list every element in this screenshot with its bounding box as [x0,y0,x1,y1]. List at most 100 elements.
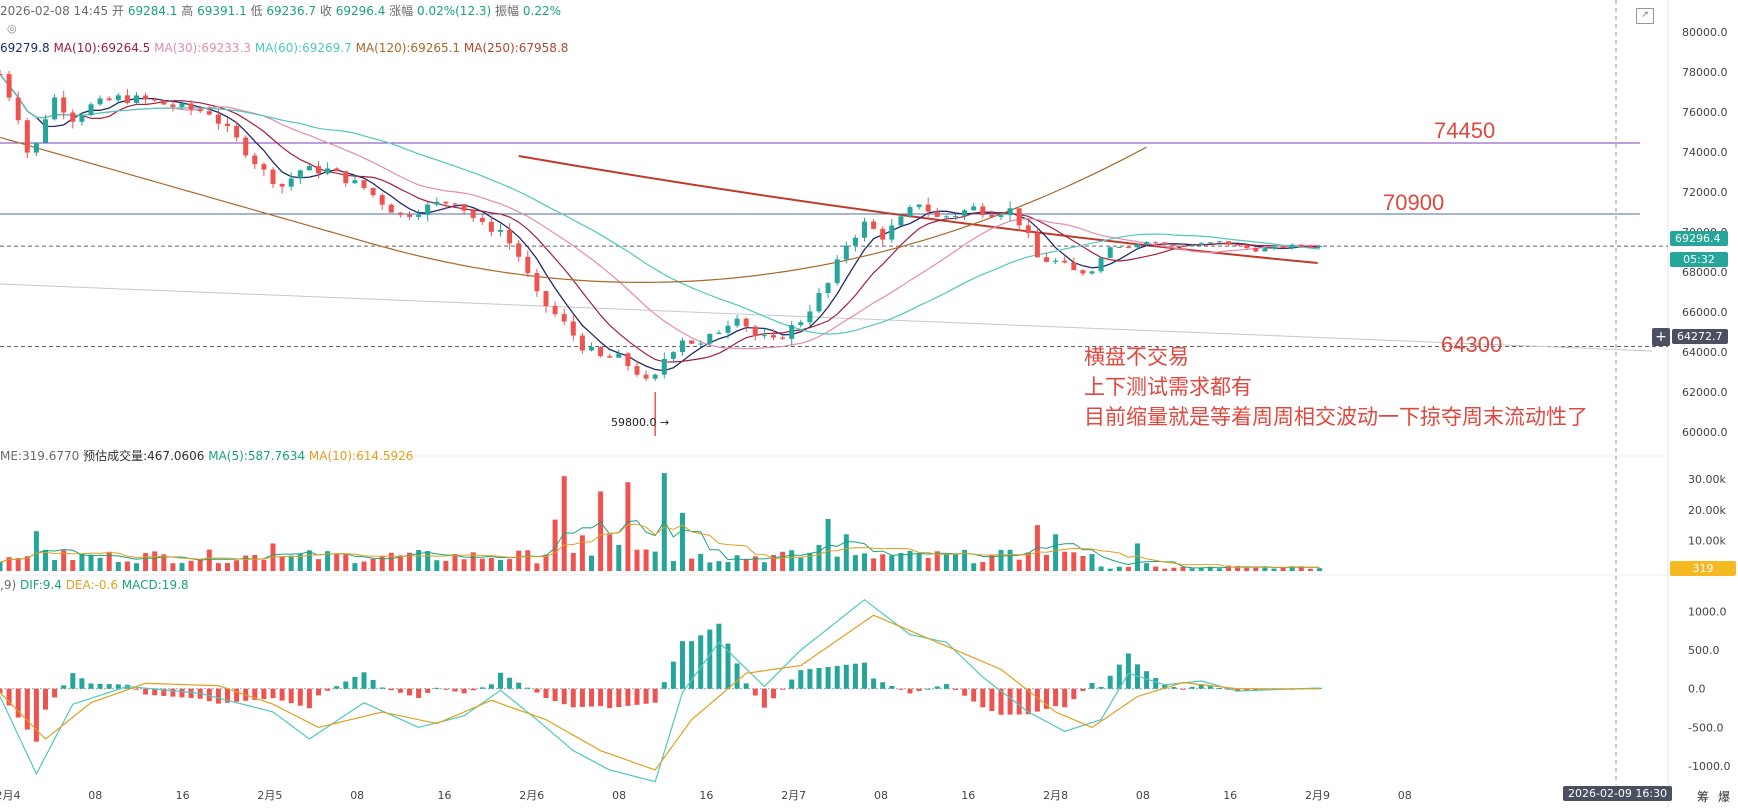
volume-bar [643,549,649,571]
high-value: 69391.1 [197,4,247,18]
macd-histogram-bar [1071,688,1077,700]
volume-bar [980,562,986,571]
time-tick-label: 08 [874,789,888,802]
volume-bar [916,553,922,571]
candle-body [470,210,476,218]
macd-histogram-bar [1089,682,1095,689]
corner-label-1[interactable]: 筹 [1697,790,1710,804]
candle-body [998,215,1004,217]
candle-body [625,353,631,367]
note-line-1: 横盘不交易 [1084,345,1189,369]
macd-histogram-bar [1162,684,1168,689]
candle-body [507,230,513,244]
eye-icon[interactable]: ◎ [7,22,17,35]
volume-bar [279,556,285,571]
volume-bar [143,553,149,571]
volume-bar [752,556,758,571]
volume-bar [215,563,221,571]
candle-body [1280,246,1286,248]
level-label-64300: 64300 [1441,332,1503,357]
candle-body [598,347,604,357]
candle-body [561,314,567,322]
macd-histogram-bar [1244,688,1250,692]
note-line-3: 目前缩量就是等着周周相交波动一下掠夺周末流动性了 [1084,405,1588,429]
macd-histogram-bar [361,672,367,689]
volume-bar [452,554,458,571]
corner-label-2[interactable]: 爆 [1718,790,1731,804]
volume-bar [470,552,476,571]
macd-histogram-bar [1253,688,1259,691]
macd-tick-label: 0.0 [1688,683,1706,696]
last-price-tag: 69296.4 [1670,231,1728,246]
time-tick-label: 08 [612,789,626,802]
macd-histogram-bar [425,688,431,693]
candle-body [443,201,449,204]
fullscreen-icon[interactable]: ↗ [1636,8,1654,24]
macd-histogram-bar [461,688,467,694]
macd-histogram-bar [24,688,30,730]
time-tick-label: 16 [176,789,190,802]
macd-histogram-bar [561,688,567,705]
candle-body [115,95,121,101]
vol-value: ME:319.6770 [0,449,80,463]
volume-bar [707,562,713,571]
high-label: 高 [181,4,194,18]
macd-histogram-bar [680,641,685,689]
macd-histogram-bar [670,661,676,689]
candle-body [880,228,886,240]
volume-tick-label: 30.00k [1688,473,1726,486]
macd-histogram-bar [498,672,503,689]
macd-histogram-bar [743,683,749,689]
candle-body [6,74,12,98]
candle-body [52,97,58,120]
candle-body [179,103,185,107]
volume-bar [579,535,585,571]
add-alert-icon[interactable]: + [1652,328,1670,346]
candle-body [862,221,867,238]
vol-ma10: MA(10):614.5926 [308,449,414,463]
low-marker-value: 59800.0 [611,416,657,429]
candle-body [1053,260,1059,262]
macd-histogram-bar [1116,664,1122,689]
macd-histogram-bar [161,688,167,696]
volume-bar [1271,568,1277,571]
candle-body [670,352,676,359]
volume-bar [1162,568,1168,571]
candle-body [388,204,394,213]
candle-body [1080,270,1086,274]
candle-body [980,206,986,215]
time-tick-label: 08 [350,789,364,802]
macd-histogram-bar [889,685,895,689]
candle-body [607,356,613,358]
macd-histogram-bar [1080,688,1086,692]
volume-bar [1007,549,1013,571]
macd-histogram-bar [1153,678,1159,689]
price-tick-label: 66000.0 [1682,306,1728,319]
volume-bar [352,563,358,571]
volume-bar [680,512,685,571]
price-tick-label: 80000.0 [1682,26,1728,39]
time-tick-label: 2月9 [1305,789,1330,802]
volume-bar [907,550,913,571]
volume-bar [625,482,631,571]
volume-bar [670,561,676,571]
candle-body [761,335,767,337]
candle-body [1007,208,1013,216]
candle-body [24,120,30,153]
macd-histogram-bar [70,673,76,689]
macd-histogram-bar [1226,688,1231,690]
volume-bar [79,553,85,571]
candle-body [579,335,585,351]
macd-histogram-bar [134,688,139,690]
volume-bar [1226,565,1231,571]
volume-bar [261,559,267,571]
ma-legend: 69279.8 MA(10):69264.5 MA(30):69233.3 MA… [0,40,568,56]
candle-body [698,343,704,345]
candle-body [334,168,340,172]
time-tick-label: 2月6 [519,789,544,802]
volume-bar [1135,543,1140,571]
volume-tag: 319 [1670,561,1736,576]
candle-body [1189,245,1195,247]
candle-body [43,119,48,143]
